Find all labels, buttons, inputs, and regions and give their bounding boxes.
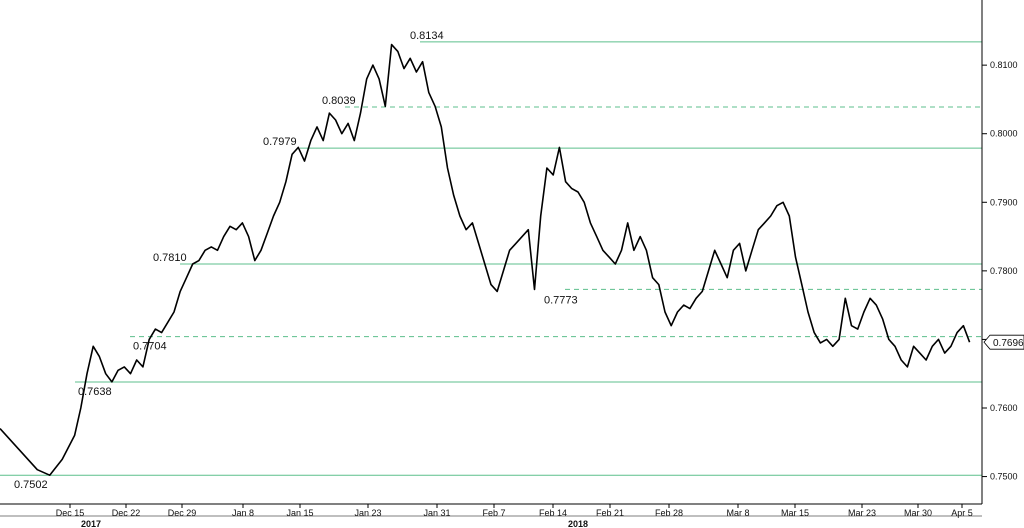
x-tick-label: Mar 15 <box>781 508 809 518</box>
series-line <box>0 43 971 476</box>
level-label: 0.7502 <box>14 479 48 491</box>
x-tick-label: Feb 14 <box>539 508 567 518</box>
level-label: 0.7979 <box>263 136 297 148</box>
x-tick-label: Feb 7 <box>482 508 505 518</box>
last-value-label: 0.7696 <box>993 338 1024 349</box>
x-tick-label: Apr 5 <box>951 508 973 518</box>
series-layer <box>0 43 971 476</box>
level-label: 0.7773 <box>544 294 578 306</box>
y-tick-label: 0.7600 <box>990 403 1018 413</box>
x-tick-label: Jan 23 <box>354 508 381 518</box>
last-value-badge: 0.7696 <box>983 334 1024 350</box>
year-label: 2017 <box>81 519 101 528</box>
level-label: 0.7704 <box>133 341 167 353</box>
level-label: 0.7638 <box>78 386 112 398</box>
level-label: 0.7810 <box>153 252 187 264</box>
x-tick-label: Mar 23 <box>848 508 876 518</box>
level-label: 0.8039 <box>322 95 356 107</box>
last-value-badge-shape <box>983 334 1024 350</box>
x-tick-label: Dec 15 <box>56 508 85 518</box>
x-tick-label: Jan 31 <box>423 508 450 518</box>
year-label: 2018 <box>568 519 588 528</box>
x-tick-label: Mar 30 <box>904 508 932 518</box>
year-labels: 2017 2018 <box>81 519 588 528</box>
level-labels: 0.8134 0.8039 0.7979 0.7810 0.7773 0.7704 0.76… <box>14 30 578 491</box>
x-tick-label: Feb 21 <box>596 508 624 518</box>
x-tick-label: Jan 15 <box>286 508 313 518</box>
level-lines <box>0 41 982 476</box>
axes <box>0 0 983 517</box>
x-tick-label: Dec 29 <box>168 508 197 518</box>
y-tick-label: 0.8100 <box>990 60 1018 70</box>
level-label: 0.8134 <box>410 30 444 42</box>
x-ticks: Dec 15 Dec 22 Dec 29 Jan 8 Jan 15 Jan 23 Jan 3… <box>56 504 973 518</box>
y-ticks: 0.75000.76000.77000.78000.79000.80000.81… <box>982 60 1018 482</box>
y-tick-label: 0.7500 <box>990 472 1018 482</box>
y-tick-label: 0.7900 <box>990 197 1018 207</box>
y-tick-label: 0.7800 <box>990 266 1018 276</box>
y-tick-label: 0.8000 <box>990 129 1018 139</box>
x-tick-label: Jan 8 <box>232 508 254 518</box>
x-tick-label: Mar 8 <box>726 508 749 518</box>
x-tick-label: Dec 22 <box>112 508 141 518</box>
x-tick-label: Feb 28 <box>655 508 683 518</box>
